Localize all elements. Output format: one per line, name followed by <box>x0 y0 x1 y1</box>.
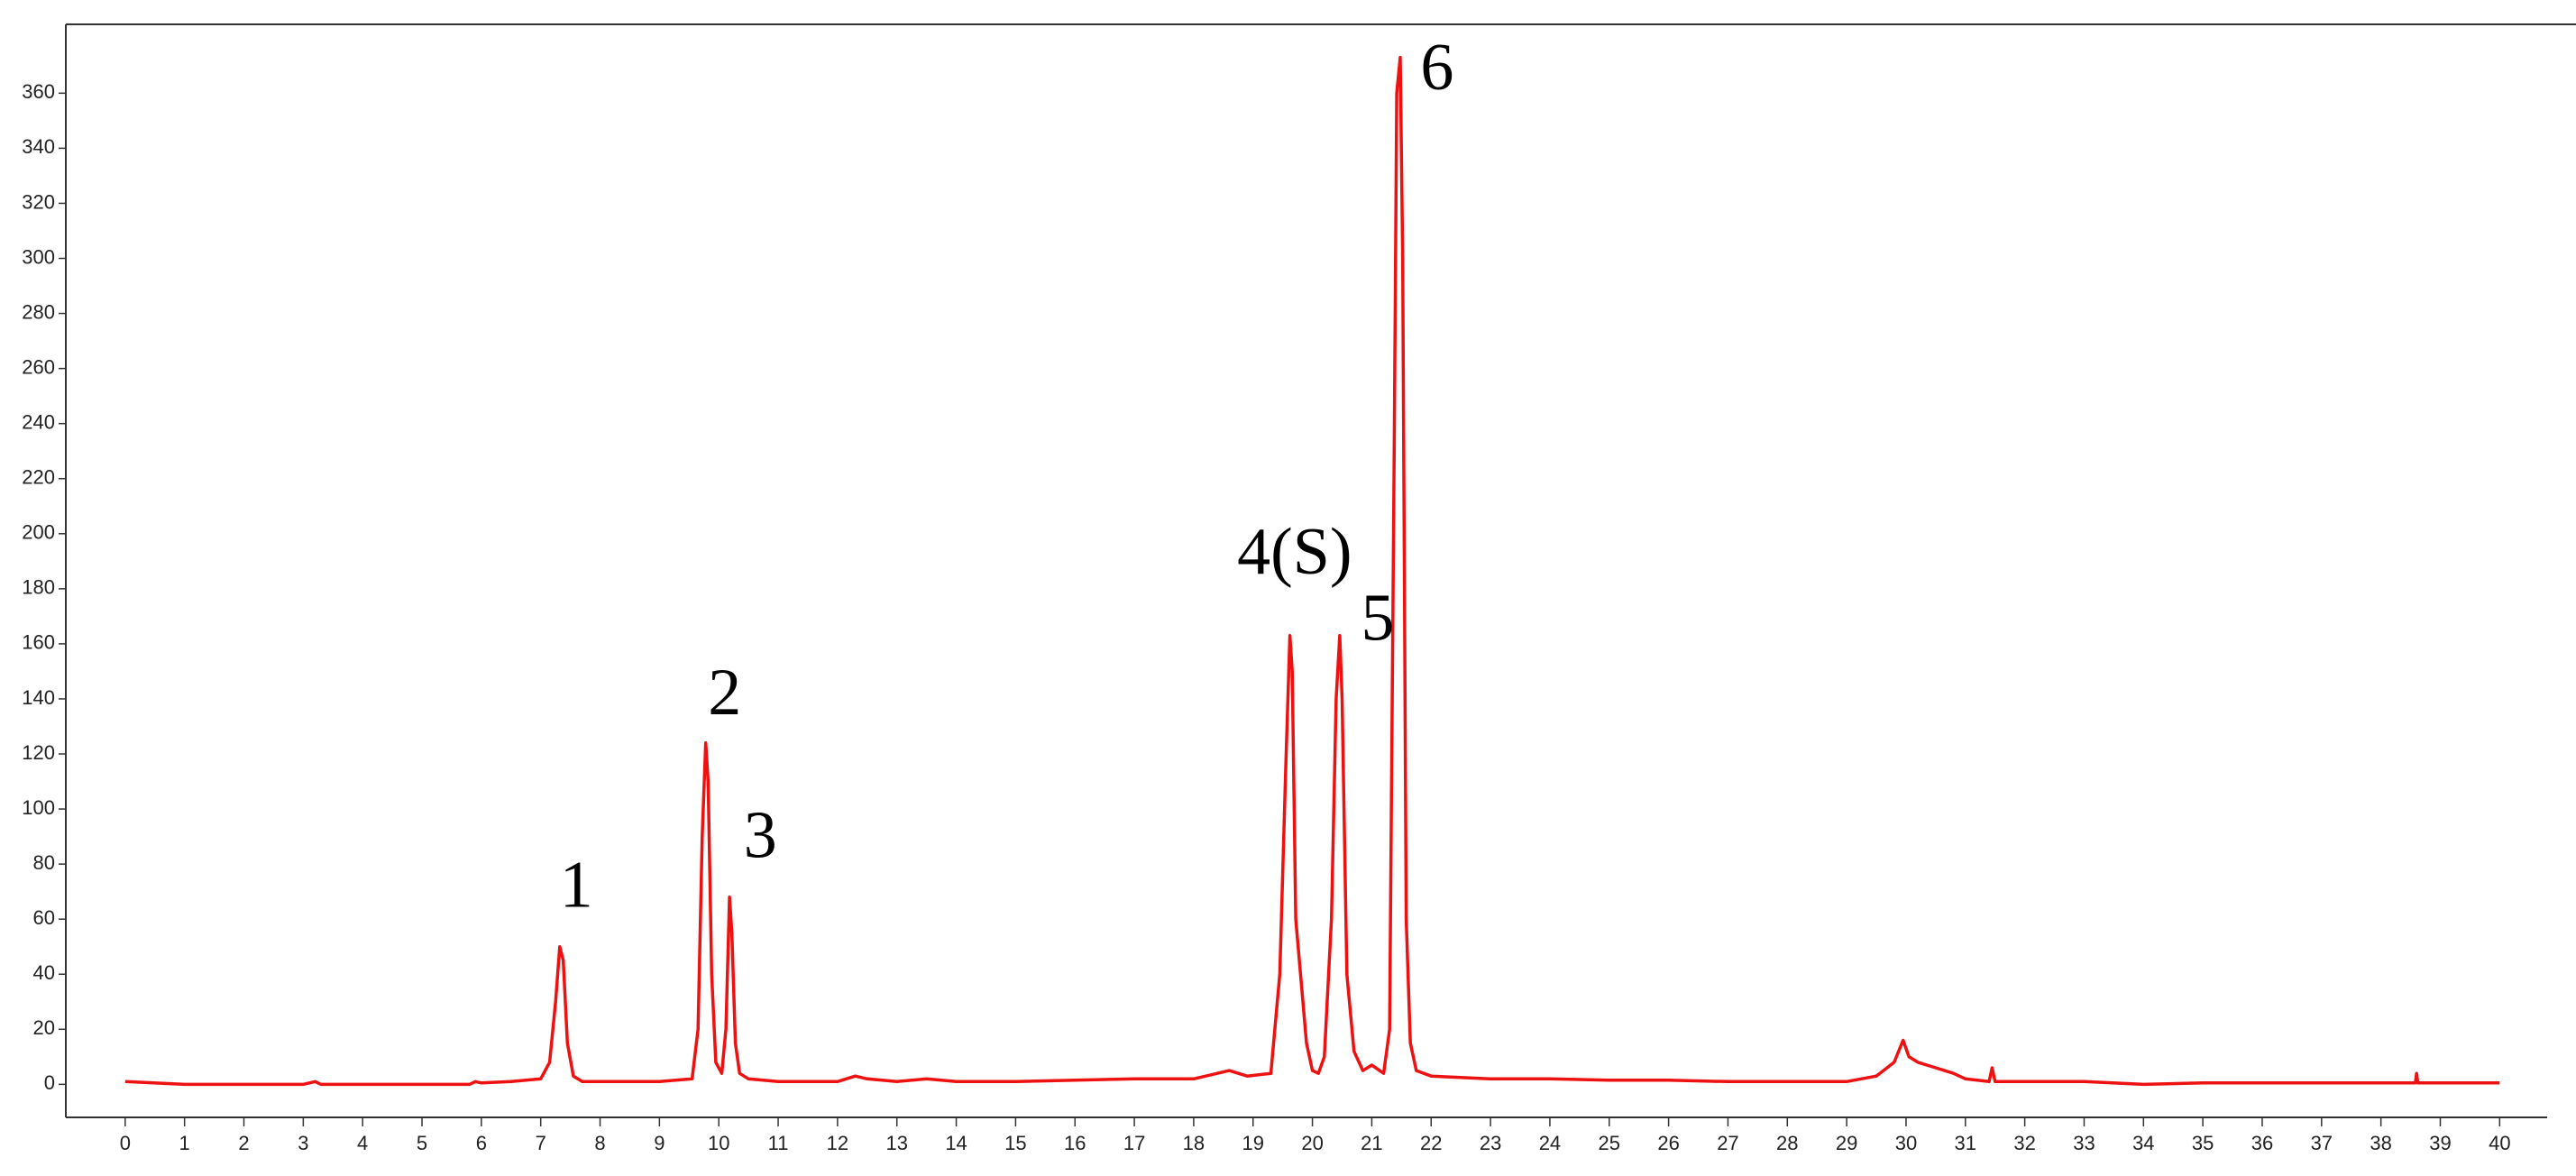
x-tick-label: 36 <box>2251 1132 2273 1154</box>
x-tick-label: 1 <box>179 1132 190 1154</box>
y-tick-label: 0 <box>44 1071 55 1094</box>
x-tick-label: 21 <box>1361 1132 1382 1154</box>
x-tick-label: 31 <box>1955 1132 1976 1154</box>
x-tick-label: 27 <box>1717 1132 1738 1154</box>
y-tick-label: 180 <box>22 576 55 599</box>
peak-label: 4(S) <box>1237 515 1352 589</box>
y-tick-label: 160 <box>22 631 55 654</box>
y-tick-label: 40 <box>33 961 55 984</box>
x-tick-label: 14 <box>945 1132 967 1154</box>
x-tick-label: 39 <box>2429 1132 2451 1154</box>
y-tick-label: 260 <box>22 355 55 378</box>
x-tick-label: 18 <box>1183 1132 1205 1154</box>
x-tick-label: 34 <box>2132 1132 2154 1154</box>
y-tick-label: 20 <box>33 1016 55 1039</box>
x-tick-label: 15 <box>1004 1132 1026 1154</box>
peak-label: 6 <box>1420 31 1453 105</box>
chromatogram-line <box>124 55 2500 1087</box>
x-tick-label: 16 <box>1064 1132 1086 1154</box>
x-tick-label: 37 <box>2311 1132 2333 1154</box>
x-tick-label: 10 <box>708 1132 729 1154</box>
x-tick-label: 35 <box>2192 1132 2214 1154</box>
x-tick-label: 12 <box>827 1132 848 1154</box>
x-tick-label: 38 <box>2370 1132 2391 1154</box>
x-tick-label: 22 <box>1420 1132 1442 1154</box>
y-tick-label: 120 <box>22 741 55 764</box>
x-tick-label: 29 <box>1836 1132 1857 1154</box>
y-tick-label: 300 <box>22 245 55 268</box>
x-tick-label: 28 <box>1776 1132 1798 1154</box>
y-tick-label: 360 <box>22 80 55 103</box>
x-tick-label: 24 <box>1539 1132 1561 1154</box>
x-tick-label: 0 <box>120 1132 131 1154</box>
x-tick-label: 40 <box>2489 1132 2510 1154</box>
x-tick-label: 30 <box>1895 1132 1917 1154</box>
x-tick-label: 4 <box>357 1132 368 1154</box>
x-tick-label: 33 <box>2073 1132 2095 1154</box>
x-tick-label: 23 <box>1480 1132 1501 1154</box>
y-tick-label: 280 <box>22 300 55 323</box>
x-tick-label: 5 <box>417 1132 427 1154</box>
peak-label: 2 <box>708 656 741 730</box>
x-tick-label: 8 <box>594 1132 605 1154</box>
y-tick-label: 200 <box>22 521 55 544</box>
x-tick-label: 17 <box>1123 1132 1145 1154</box>
x-tick-label: 6 <box>476 1132 487 1154</box>
x-tick-label: 19 <box>1242 1132 1264 1154</box>
y-tick-label: 140 <box>22 686 55 709</box>
x-tick-label: 9 <box>654 1132 665 1154</box>
y-tick-label: 220 <box>22 466 55 489</box>
y-tick-label: 340 <box>22 135 55 158</box>
y-tick-label: 240 <box>22 410 55 433</box>
y-tick-label: 100 <box>22 796 55 819</box>
x-tick-label: 20 <box>1301 1132 1323 1154</box>
x-tick-label: 32 <box>2013 1132 2035 1154</box>
x-tick-label: 7 <box>536 1132 546 1154</box>
x-tick-label: 3 <box>298 1132 308 1154</box>
peak-label: 1 <box>560 849 593 923</box>
x-tick-label: 26 <box>1657 1132 1679 1154</box>
x-tick-label: 13 <box>885 1132 907 1154</box>
y-tick-label: 80 <box>33 851 55 874</box>
peak-label: 3 <box>744 799 777 873</box>
x-tick-label: 25 <box>1599 1132 1620 1154</box>
x-tick-label: 11 <box>768 1132 789 1154</box>
y-tick-label: 60 <box>33 906 55 929</box>
y-tick-label: 320 <box>22 190 55 213</box>
peak-label: 5 <box>1361 582 1395 656</box>
x-tick-label: 2 <box>238 1132 249 1154</box>
